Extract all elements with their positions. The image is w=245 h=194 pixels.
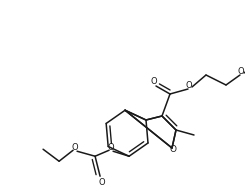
Text: O: O (170, 146, 176, 154)
Text: O: O (238, 67, 244, 75)
Text: O: O (72, 143, 78, 152)
Text: O: O (99, 178, 105, 187)
Text: O: O (186, 81, 192, 89)
Text: O: O (108, 143, 114, 152)
Text: O: O (151, 76, 157, 86)
